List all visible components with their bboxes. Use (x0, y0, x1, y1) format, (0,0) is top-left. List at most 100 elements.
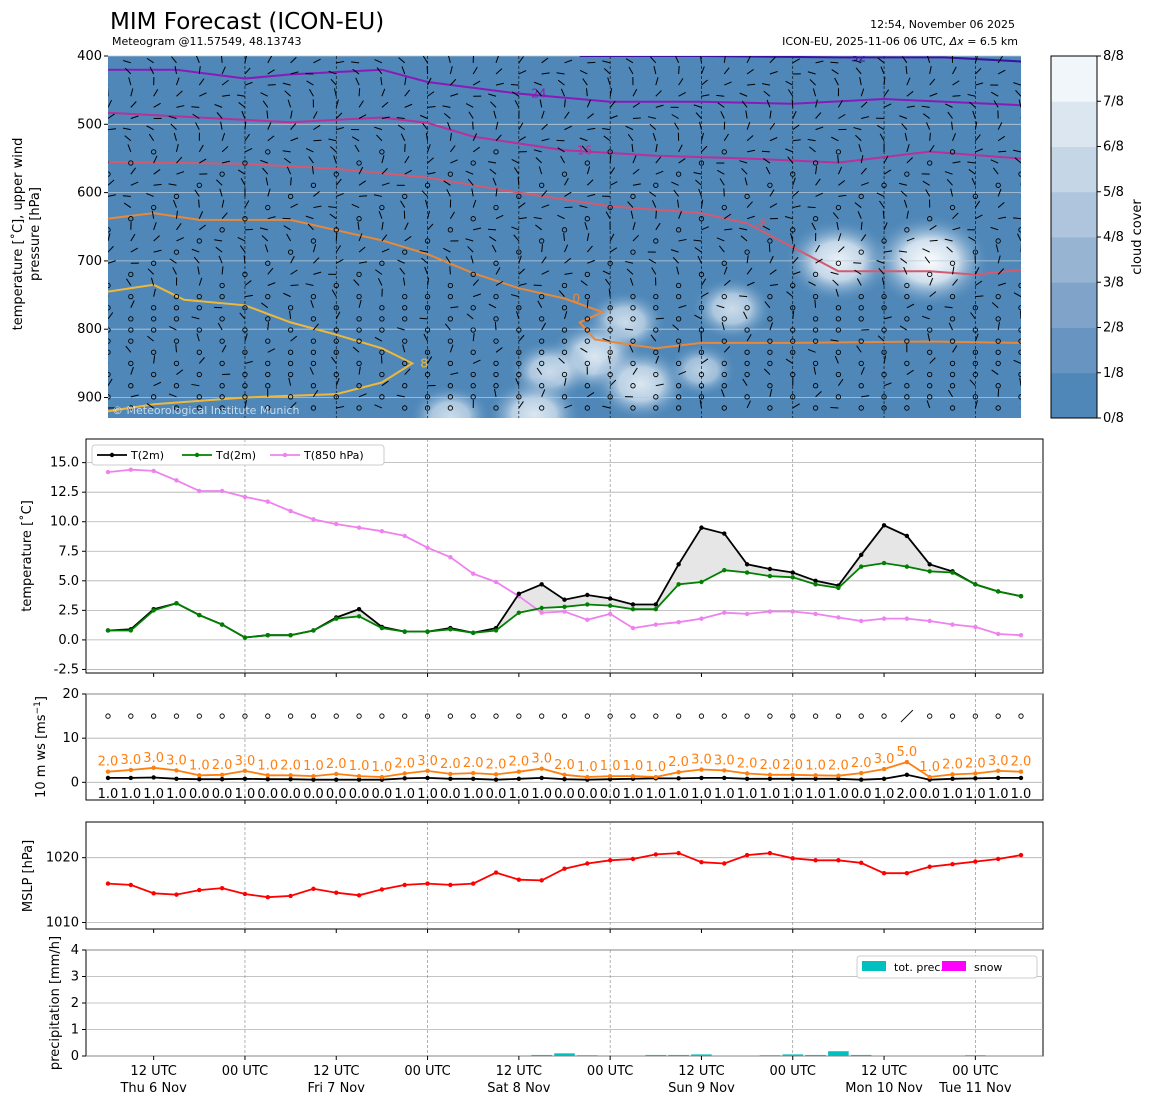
wind-barb (906, 369, 914, 375)
calm-circle (150, 305, 157, 311)
wind-barb (336, 192, 344, 197)
calm-circle (447, 360, 454, 367)
data-label: 2.0 (280, 758, 301, 773)
wind-grid (86, 693, 1043, 800)
calm-circle (128, 160, 134, 166)
wind-barb (769, 122, 776, 130)
calm-circle (767, 238, 773, 244)
calm-circle (516, 713, 522, 719)
calm-circle (904, 360, 910, 367)
calm-circle (219, 338, 225, 344)
pressure-series (105, 850, 1024, 900)
data-point (881, 766, 887, 772)
ytick-label: 600 (77, 186, 102, 201)
colorbar-band (1051, 282, 1097, 328)
wind-barb (998, 282, 1006, 286)
wind-barb (837, 166, 843, 175)
calm-circle (561, 338, 568, 344)
wind-barb (837, 100, 843, 108)
data-label: 2.0 (965, 757, 986, 772)
wind-barb (906, 77, 911, 86)
wind-barb (244, 280, 252, 286)
wind-barb (761, 83, 771, 86)
calm-circle (516, 349, 522, 355)
wind-barb (879, 133, 885, 142)
wind-barb (746, 201, 753, 208)
wind-barb (948, 322, 953, 331)
wind-barb (191, 316, 200, 320)
calm-circle (721, 383, 727, 389)
wind-barb (307, 223, 314, 231)
data-label: 0.0 (257, 787, 278, 802)
calm-circle (219, 383, 225, 389)
data-point (288, 632, 293, 638)
wind-barb (244, 147, 253, 153)
wind-barb (472, 133, 478, 141)
data-point (197, 777, 202, 782)
calm-circle (265, 338, 271, 344)
wind-barb (883, 222, 888, 231)
wind-barb (603, 68, 611, 75)
wind-barb (198, 78, 205, 86)
calm-circle (949, 316, 956, 322)
calm-circle (607, 260, 613, 266)
data-point (813, 611, 818, 617)
calm-circle (653, 394, 659, 400)
wind-barb (860, 221, 863, 230)
isotherm-label: 0 (573, 291, 581, 305)
calm-circle (721, 260, 727, 266)
precip-bar (759, 1055, 781, 1056)
wind-barb (946, 179, 953, 186)
wind-barb (396, 394, 405, 398)
calm-circle (356, 327, 362, 333)
data-point (676, 769, 681, 775)
wind-barb (860, 234, 867, 242)
wind-barb (929, 144, 935, 153)
wind-barb (742, 378, 748, 386)
wind-barb (221, 266, 224, 275)
calm-circle (881, 405, 887, 411)
data-label: 0.0 (486, 787, 507, 802)
pressure-plot-area (85, 821, 1044, 930)
wind-barb (769, 56, 776, 64)
wind-barb (244, 81, 253, 86)
wind-barb (128, 77, 132, 86)
calm-circle (356, 293, 362, 300)
data-point (402, 882, 407, 888)
wind-barb (126, 278, 132, 286)
wind-barb (427, 106, 436, 108)
calm-circle (219, 405, 225, 411)
xtick-date-label: Thu 6 Nov (119, 1081, 187, 1096)
calm-circle (108, 394, 111, 400)
wind-barb (678, 370, 687, 376)
wind-barb (809, 146, 816, 153)
wind-barb (176, 77, 180, 86)
wind-barb (1020, 195, 1021, 197)
wind-barb (489, 168, 497, 175)
wind-barb (678, 78, 684, 86)
wind-barb (380, 77, 383, 86)
wind-barb (905, 65, 908, 75)
calm-circle (949, 260, 956, 266)
calm-circle (927, 305, 933, 311)
wind-barb (564, 244, 569, 253)
wind-barb (290, 269, 298, 275)
data-point (653, 774, 658, 780)
wind-barb (518, 122, 524, 130)
calm-circle (607, 305, 613, 311)
data-point (676, 776, 681, 781)
calm-circle (516, 394, 522, 400)
wind-barb (947, 389, 953, 398)
calm-circle (698, 327, 705, 333)
calm-circle (881, 238, 887, 244)
wind-barb (764, 301, 771, 309)
data-label: 1.0 (965, 787, 986, 802)
isotherm-line (108, 283, 415, 413)
data-point (607, 777, 613, 782)
calm-circle (173, 405, 180, 411)
calm-circle (333, 227, 339, 233)
wind-barb (584, 222, 588, 230)
data-point (562, 604, 567, 610)
data-label: 2.0 (509, 755, 530, 770)
calm-circle (972, 349, 978, 355)
